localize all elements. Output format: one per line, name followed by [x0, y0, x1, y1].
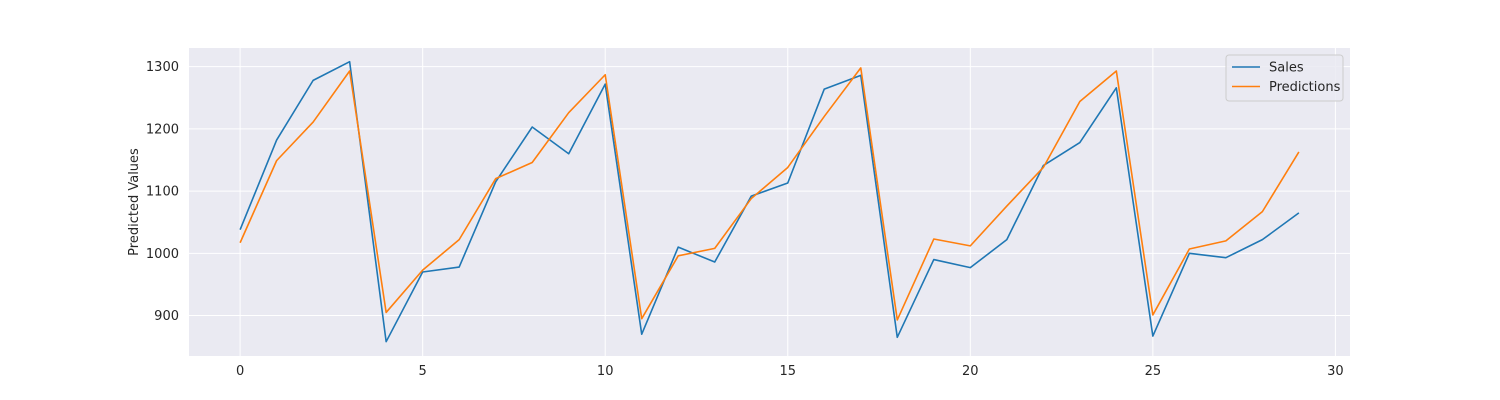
x-tick-label: 10: [597, 364, 614, 379]
y-tick-label: 900: [154, 309, 179, 324]
x-axis-ticks: 0 5 10 15 20 25 30: [236, 364, 1344, 379]
y-axis-label: Predicted Values: [127, 148, 142, 256]
series-line-sales: [239, 60, 1300, 343]
series-lines: [239, 60, 1300, 343]
y-tick-label: 1200: [146, 122, 179, 137]
grid: [189, 48, 1350, 356]
series-line-predictions: [239, 67, 1300, 321]
legend-label: Sales: [1269, 61, 1304, 76]
y-tick-label: 1300: [146, 60, 179, 75]
x-tick-label: 25: [1145, 364, 1162, 379]
y-tick-label: 1000: [146, 247, 179, 262]
x-tick-label: 5: [419, 364, 427, 379]
x-tick-label: 20: [962, 364, 979, 379]
x-tick-label: 15: [779, 364, 796, 379]
y-axis-ticks: 900 1000 1100 1200 1300: [146, 60, 179, 324]
x-tick-label: 0: [236, 364, 244, 379]
x-tick-label: 30: [1327, 364, 1344, 379]
y-tick-label: 1100: [146, 185, 179, 200]
legend: Sales Predictions: [1225, 54, 1344, 102]
plot-background: [189, 48, 1350, 356]
legend-label: Predictions: [1269, 80, 1341, 95]
